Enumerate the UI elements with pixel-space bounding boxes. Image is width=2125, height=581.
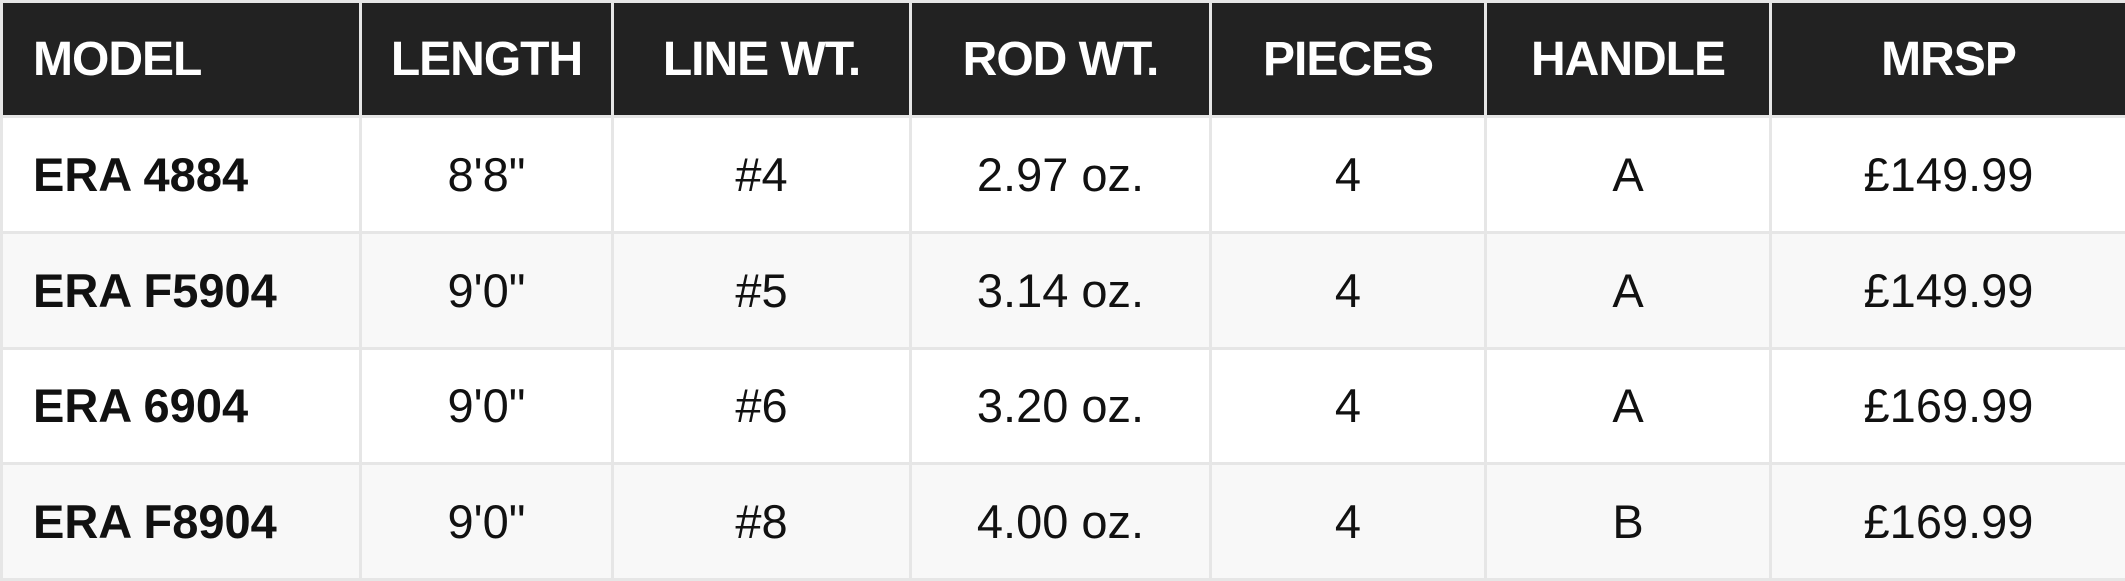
table-cell: £149.99 bbox=[1769, 230, 2125, 350]
table-cell: 4 bbox=[1209, 115, 1487, 234]
table-cell: #6 bbox=[611, 346, 912, 466]
table-cell: 8'8" bbox=[359, 115, 614, 234]
table-cell: #5 bbox=[611, 230, 912, 350]
model-cell: ERA F8904 bbox=[0, 462, 362, 581]
header-row: MODEL LENGTH LINE WT. ROD WT. PIECES HANDLE MR… bbox=[0, 0, 2125, 118]
table-cell: #4 bbox=[611, 115, 912, 234]
table-cell: £149.99 bbox=[1769, 115, 2125, 234]
table-cell: 3.14 oz. bbox=[909, 230, 1212, 350]
table-cell: A bbox=[1484, 230, 1772, 350]
table-cell: A bbox=[1484, 115, 1772, 234]
table-body: ERA 4884 8'8" #4 2.97 oz. 4 A £149.99 ERA F5904… bbox=[0, 115, 2125, 581]
table-cell: 4 bbox=[1209, 462, 1487, 581]
model-cell: ERA F5904 bbox=[0, 230, 362, 350]
column-header: PIECES bbox=[1209, 0, 1487, 118]
table-cell: 2.97 oz. bbox=[909, 115, 1212, 234]
column-header: ROD WT. bbox=[909, 0, 1212, 118]
table-cell: 4 bbox=[1209, 346, 1487, 466]
table-cell: £169.99 bbox=[1769, 346, 2125, 466]
column-header: LINE WT. bbox=[611, 0, 912, 118]
model-cell: ERA 6904 bbox=[0, 346, 362, 466]
table-cell: 3.20 oz. bbox=[909, 346, 1212, 466]
column-header: HANDLE bbox=[1484, 0, 1772, 118]
table-cell: #8 bbox=[611, 462, 912, 581]
table-row: ERA F8904 9'0" #8 4.00 oz. 4 B £169.99 bbox=[0, 462, 2125, 581]
table-cell: B bbox=[1484, 462, 1772, 581]
table-cell: 9'0" bbox=[359, 230, 614, 350]
table-row: ERA F5904 9'0" #5 3.14 oz. 4 A £149.99 bbox=[0, 230, 2125, 350]
table-cell: 9'0" bbox=[359, 462, 614, 581]
table-cell: £169.99 bbox=[1769, 462, 2125, 581]
model-cell: ERA 4884 bbox=[0, 115, 362, 234]
column-header: LENGTH bbox=[359, 0, 614, 118]
table-header: MODEL LENGTH LINE WT. ROD WT. PIECES HANDLE MR… bbox=[0, 0, 2125, 118]
table-cell: 9'0" bbox=[359, 346, 614, 466]
table-cell: 4 bbox=[1209, 230, 1487, 350]
table-cell: 4.00 oz. bbox=[909, 462, 1212, 581]
column-header: MODEL bbox=[0, 0, 362, 118]
table-cell: A bbox=[1484, 346, 1772, 466]
column-header: MRSP bbox=[1769, 0, 2125, 118]
table-row: ERA 4884 8'8" #4 2.97 oz. 4 A £149.99 bbox=[0, 115, 2125, 234]
table-row: ERA 6904 9'0" #6 3.20 oz. 4 A £169.99 bbox=[0, 346, 2125, 466]
